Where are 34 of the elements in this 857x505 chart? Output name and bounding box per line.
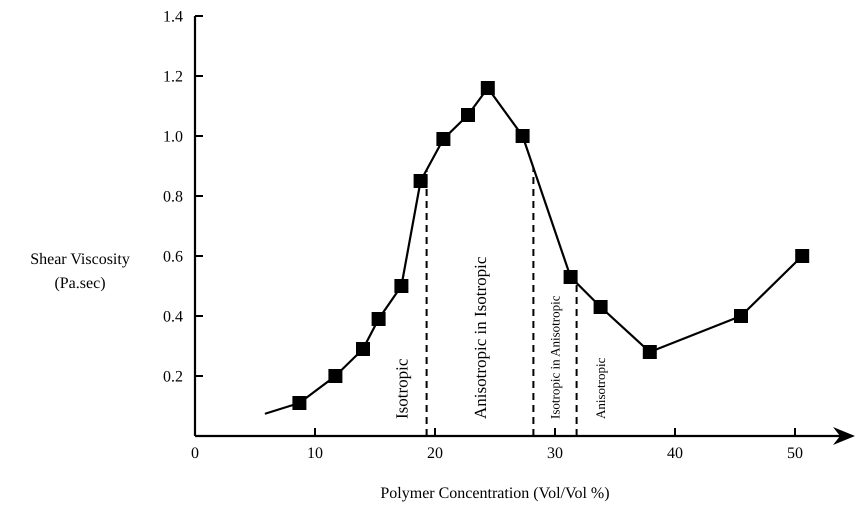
point [356, 342, 370, 356]
point [594, 300, 608, 314]
y-tick-label: 0.2 [163, 368, 183, 386]
point [414, 174, 428, 188]
y-tick-label: 1.0 [163, 128, 183, 146]
point [436, 132, 450, 146]
x-tick-label: 20 [427, 445, 443, 462]
x-tick-label: 30 [547, 445, 563, 462]
x-axis-title: Polymer Concentration (Vol/Vol %) [380, 485, 610, 502]
x-tick-label: 40 [667, 445, 683, 462]
point [795, 249, 810, 263]
point [461, 108, 475, 122]
point [292, 396, 306, 410]
x-tick-label: 50 [787, 445, 803, 462]
y-tick-label: 0.8 [163, 188, 183, 206]
y-tick-label: 1.2 [163, 68, 183, 86]
annotation: Isotropic in Anisotropic [548, 295, 563, 419]
point [480, 81, 495, 95]
point [328, 369, 342, 383]
y-tick-label: 0.6 [163, 248, 183, 266]
point [564, 270, 578, 284]
y-tick-label: 0.4 [163, 308, 183, 326]
point [642, 345, 657, 359]
annotation: Anisotropic [593, 357, 608, 419]
x-tick-label: 10 [307, 445, 323, 462]
point [372, 312, 386, 326]
point [394, 279, 408, 293]
x-tick-label: 0 [191, 445, 199, 462]
y-axis-title: Shear Viscosity (Pa.sec) [30, 251, 130, 292]
point [734, 309, 748, 323]
annotation: Anisotropic in Isotropic [470, 256, 490, 419]
annotation: Isotropic [392, 358, 412, 419]
point [516, 129, 530, 143]
y-tick-label: 1.4 [163, 8, 183, 26]
